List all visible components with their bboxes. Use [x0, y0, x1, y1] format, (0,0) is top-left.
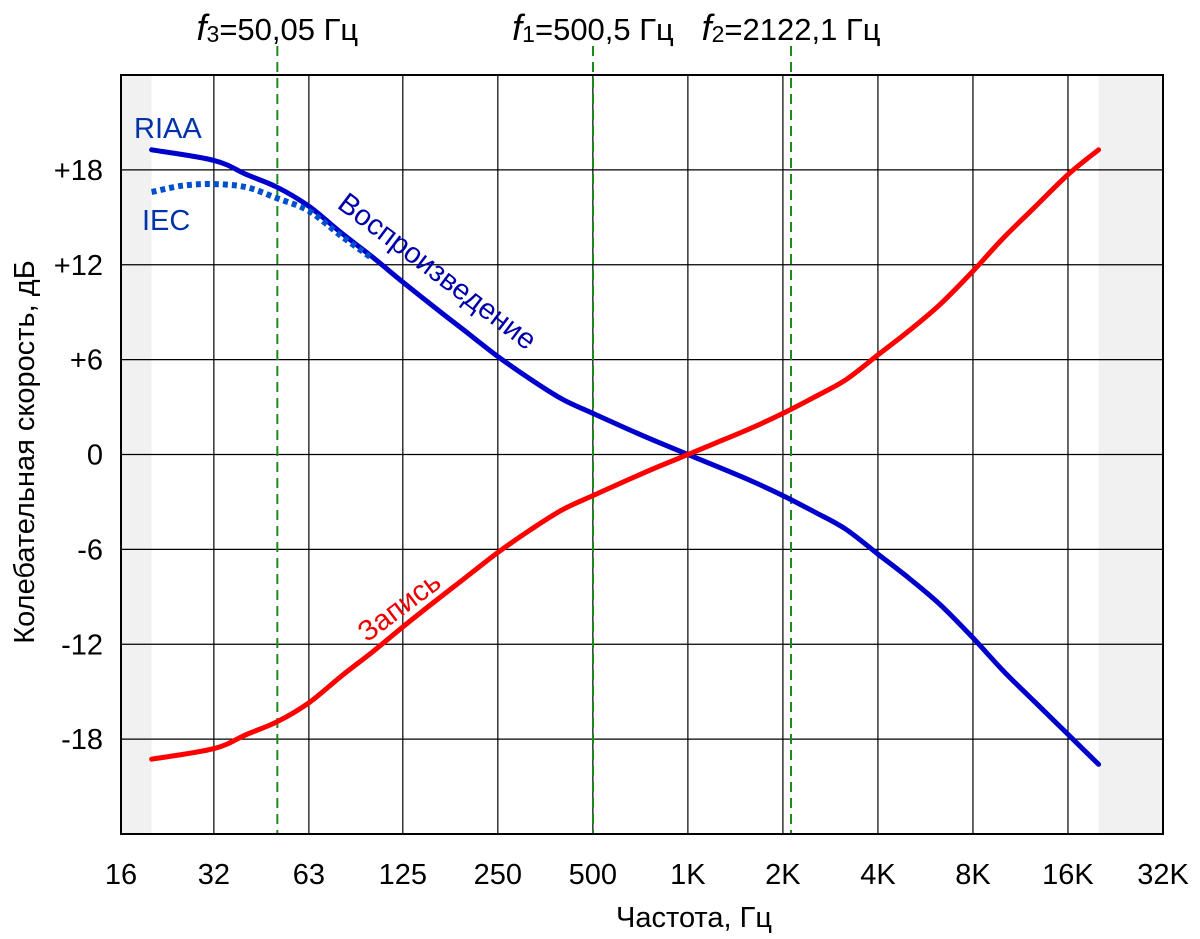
x-tick-label-63: 63 — [293, 859, 325, 891]
reference-labels: f3=50,05 Гц f1=500,5 Гц f2=2122,1 Гц — [197, 7, 881, 48]
annotation-riaa: RIAA — [134, 113, 202, 145]
series-line-vosproizvedenie — [149, 147, 1102, 767]
x-tick-label-2k: 2K — [765, 859, 801, 891]
annotation-zapis: Запись — [352, 566, 447, 649]
series — [149, 147, 1102, 767]
x-tick-labels: 16 32 63 125 250 500 1K 2K 4K 8K 16K 32K — [105, 859, 1190, 891]
x-tick-label-250: 250 — [474, 859, 522, 891]
x-tick-label-125: 125 — [379, 859, 427, 891]
y-tick-label-18: +18 — [54, 155, 103, 187]
x-tick-label-16k: 16K — [1042, 859, 1094, 891]
annotation-iec: IEC — [142, 205, 190, 237]
y-tick-label-6: +6 — [70, 345, 103, 377]
x-tick-label-4k: 4K — [860, 859, 896, 891]
ref-label-f2: f2=2122,1 Гц — [702, 7, 881, 48]
y-axis-label: Колебательная скорость, дБ — [9, 260, 41, 643]
x-tick-label-8k: 8K — [955, 859, 991, 891]
reference-lines — [276, 46, 793, 834]
y-tick-label-12: -12 — [61, 629, 103, 661]
x-tick-label-32: 32 — [198, 859, 230, 891]
annotation-vosproizvedenie: Воспроизведение — [332, 187, 542, 357]
y-tick-label-6: -6 — [77, 534, 103, 566]
x-axis-label: Частота, Гц — [616, 902, 772, 934]
y-tick-labels: +18 +12 +6 0 -6 -12 -18 — [54, 155, 103, 756]
y-tick-label-12: +12 — [54, 250, 103, 282]
plot-frame — [120, 74, 1164, 835]
ref-label-f1: f1=500,5 Гц — [512, 7, 674, 48]
x-tick-label-1k: 1K — [670, 859, 706, 891]
series-line-iec — [150, 181, 374, 261]
x-tick-label-32k: 32K — [1137, 859, 1189, 891]
x-tick-label-500: 500 — [569, 859, 617, 891]
series-line-zapis — [149, 147, 1102, 762]
x-tick-label-16: 16 — [105, 859, 137, 891]
y-tick-label-0: 0 — [87, 440, 103, 472]
ref-label-f3: f3=50,05 Гц — [197, 7, 359, 48]
y-tick-label-18: -18 — [61, 724, 103, 756]
